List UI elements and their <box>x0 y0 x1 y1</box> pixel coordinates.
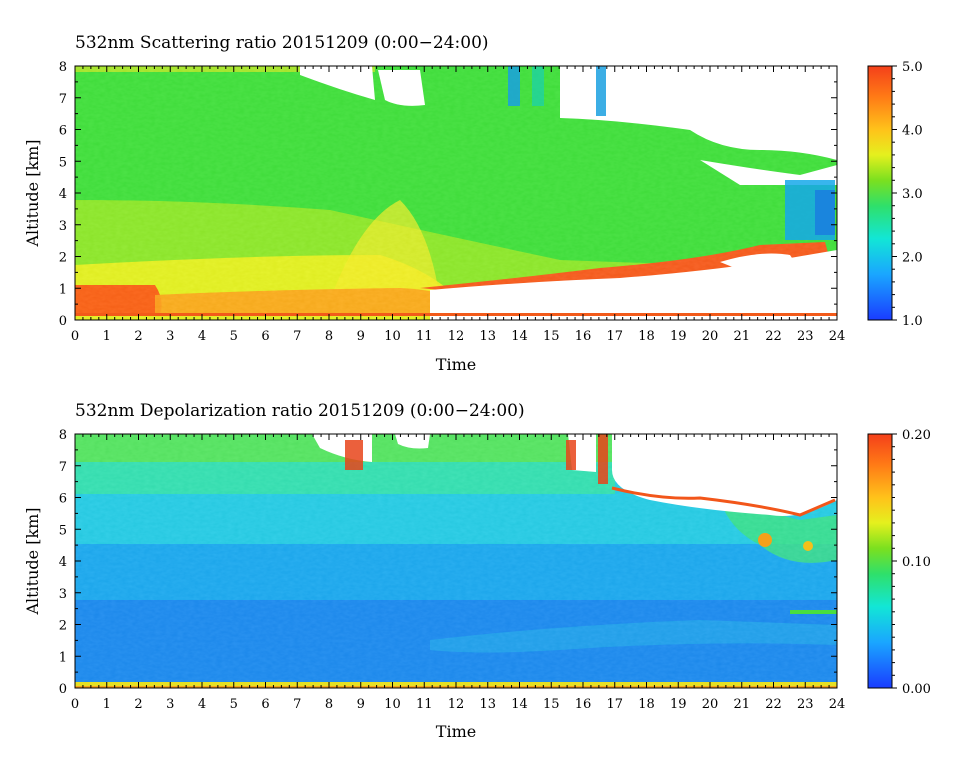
colorbar-ticks: 0.00 0.10 0.20 <box>892 428 931 697</box>
y-axis-label: Altitude [km] <box>23 139 42 247</box>
colorbar-tick-label: 3.0 <box>902 187 923 202</box>
x-tick-label: 3 <box>166 329 174 344</box>
y-tick-label: 8 <box>59 428 67 443</box>
colorbar <box>867 65 893 321</box>
axes: 0 1 2 3 4 5 6 7 8 9 10 11 12 13 14 15 16 17 18 19 20 21 22 23 24… <box>59 428 846 712</box>
x-tick-label: 18 <box>638 329 655 344</box>
y-tick-label: 4 <box>59 187 67 202</box>
y-tick-label: 5 <box>59 523 67 538</box>
y-tick-label: 8 <box>59 60 67 75</box>
x-tick-label: 13 <box>479 697 496 712</box>
x-tick-label: 24 <box>829 329 846 344</box>
x-tick-label: 1 <box>103 697 111 712</box>
colorbar <box>867 433 893 689</box>
y-tick-label: 4 <box>59 555 67 570</box>
y-tick-label: 1 <box>59 282 67 297</box>
x-tick-label: 15 <box>543 329 560 344</box>
y-tick-label: 7 <box>59 92 67 107</box>
colorbar-tick-label: 4.0 <box>902 124 923 139</box>
y-tick-label: 3 <box>59 587 67 602</box>
colorbar-ticks: 1.0 2.0 3.0 4.0 5.0 <box>892 60 923 329</box>
x-tick-label: 2 <box>134 329 142 344</box>
x-tick-label: 16 <box>575 697 592 712</box>
heatmap-field <box>75 434 837 688</box>
x-tick-label: 14 <box>511 697 528 712</box>
y-tick-label: 1 <box>59 650 67 665</box>
x-tick-label: 19 <box>670 329 687 344</box>
x-tick-label: 1 <box>103 329 111 344</box>
x-tick-label: 16 <box>575 329 592 344</box>
y-tick-label: 6 <box>59 124 67 139</box>
chart-title: 532nm Scattering ratio 20151209 (0:00−24… <box>75 33 489 53</box>
x-tick-label: 9 <box>357 329 365 344</box>
x-tick-label: 22 <box>765 329 782 344</box>
chart-title: 532nm Depolarization ratio 20151209 (0:0… <box>75 401 525 421</box>
colorbar-tick-label: 0.00 <box>902 682 931 697</box>
y-tick-label: 0 <box>59 314 67 329</box>
x-tick-label: 5 <box>230 697 238 712</box>
x-tick-label: 12 <box>448 697 465 712</box>
y-tick-label: 7 <box>59 460 67 475</box>
x-tick-label: 6 <box>261 329 269 344</box>
y-tick-label: 3 <box>59 219 67 234</box>
colorbar-tick-label: 1.0 <box>902 314 923 329</box>
x-tick-label: 4 <box>198 329 206 344</box>
x-tick-label: 21 <box>733 329 750 344</box>
x-tick-label: 5 <box>230 329 238 344</box>
x-tick-label: 24 <box>829 697 846 712</box>
x-axis-label: Time <box>436 722 476 741</box>
colorbar-tick-label: 0.10 <box>902 555 931 570</box>
x-tick-label: 0 <box>71 697 79 712</box>
x-tick-label: 11 <box>416 697 433 712</box>
y-tick-label: 2 <box>59 619 67 634</box>
y-tick-label: 5 <box>59 155 67 170</box>
x-axis-label: Time <box>436 355 476 374</box>
colorbar-tick-label: 2.0 <box>902 251 923 266</box>
x-tick-label: 23 <box>797 697 814 712</box>
colorbar-tick-label: 0.20 <box>902 428 931 443</box>
x-tick-label: 0 <box>71 329 79 344</box>
x-tick-label: 13 <box>479 329 496 344</box>
x-tick-label: 12 <box>448 329 465 344</box>
depolarization-ratio-panel: 532nm Depolarization ratio 20151209 (0:0… <box>23 401 931 741</box>
x-tick-label: 3 <box>166 697 174 712</box>
y-tick-label: 0 <box>59 682 67 697</box>
x-tick-label: 11 <box>416 329 433 344</box>
x-tick-label: 10 <box>384 697 401 712</box>
x-tick-label: 7 <box>293 329 301 344</box>
x-tick-label: 21 <box>733 697 750 712</box>
x-tick-label: 7 <box>293 697 301 712</box>
x-tick-label: 22 <box>765 697 782 712</box>
x-tick-label: 10 <box>384 329 401 344</box>
heatmap-field <box>75 66 837 320</box>
y-tick-label: 6 <box>59 492 67 507</box>
x-tick-label: 9 <box>357 697 365 712</box>
x-tick-label: 8 <box>325 329 333 344</box>
axes: 0 1 2 3 4 5 6 7 8 9 10 11 12 13 14 15 16 17 18 19 20 21 22 23 24… <box>59 60 846 344</box>
x-tick-label: 2 <box>134 697 142 712</box>
x-tick-label: 8 <box>325 697 333 712</box>
x-tick-label: 20 <box>702 329 719 344</box>
x-tick-label: 6 <box>261 697 269 712</box>
colorbar-tick-label: 5.0 <box>902 60 923 75</box>
x-tick-label: 17 <box>606 329 623 344</box>
y-axis-label: Altitude [km] <box>23 507 42 615</box>
x-tick-label: 19 <box>670 697 687 712</box>
x-tick-label: 15 <box>543 697 560 712</box>
x-tick-label: 14 <box>511 329 528 344</box>
x-tick-label: 23 <box>797 329 814 344</box>
x-tick-label: 18 <box>638 697 655 712</box>
scattering-ratio-panel: 532nm Scattering ratio 20151209 (0:00−24… <box>23 33 923 374</box>
x-tick-label: 20 <box>702 697 719 712</box>
x-tick-label: 17 <box>606 697 623 712</box>
x-tick-label: 4 <box>198 697 206 712</box>
y-tick-label: 2 <box>59 251 67 266</box>
